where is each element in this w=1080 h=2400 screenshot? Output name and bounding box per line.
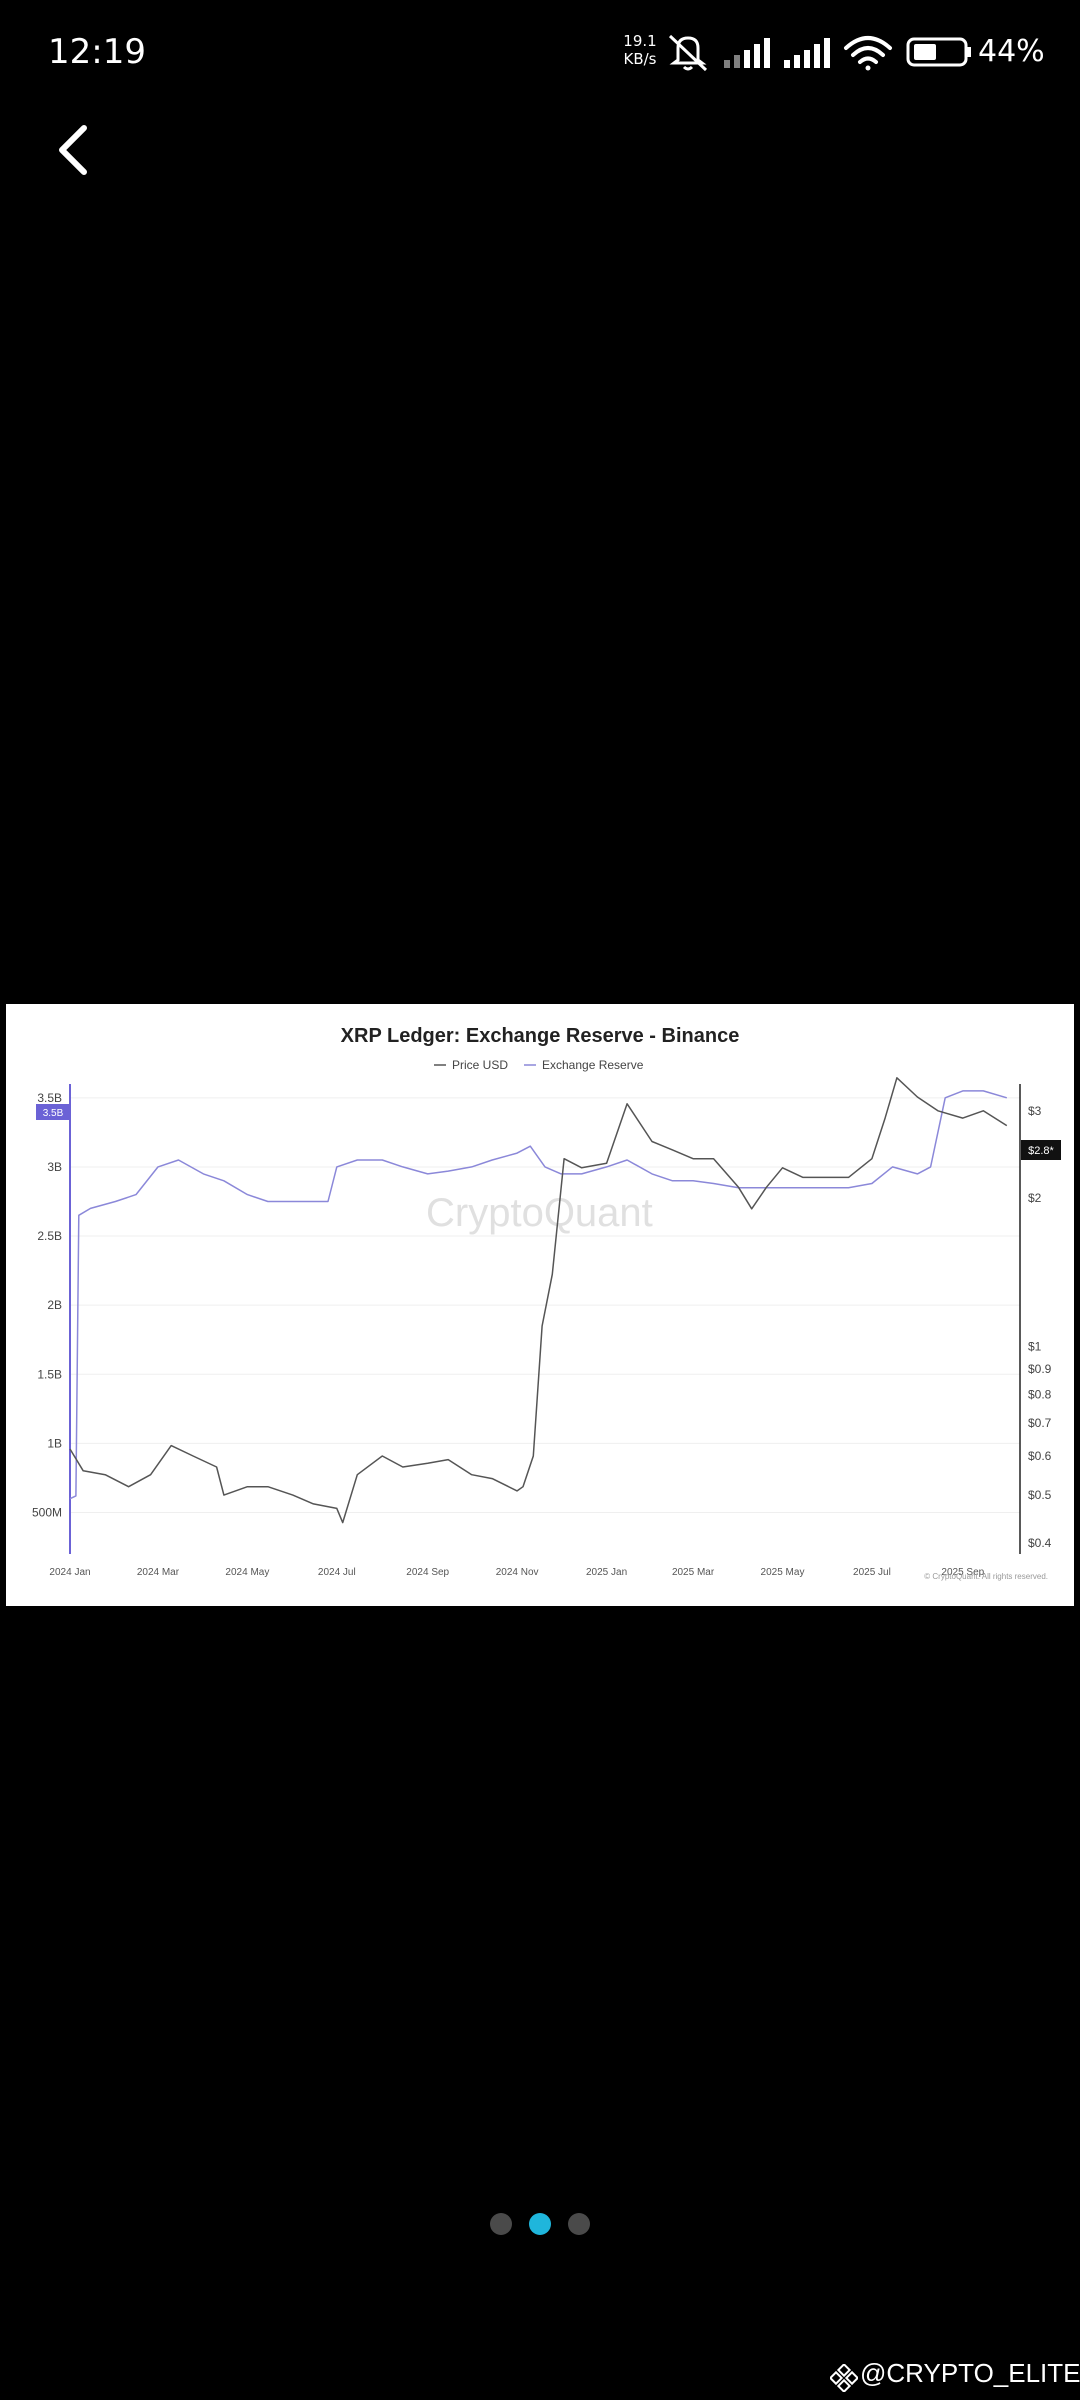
price-tag: $2.8*: [1021, 1140, 1061, 1160]
price-tag-box: [1021, 1140, 1061, 1160]
chart-watermark: CryptoQuant: [426, 1191, 653, 1235]
x-tick-label: 2024 Mar: [137, 1567, 180, 1578]
binance-logo-icon: [830, 2364, 858, 2392]
right-tick-label: $0.4: [1028, 1536, 1052, 1550]
x-tick-label: 2024 Nov: [496, 1567, 539, 1578]
price-tag-label: $2.8*: [1028, 1145, 1054, 1157]
signal-sim2-icon: [784, 38, 830, 68]
left-tick-label: 2B: [47, 1298, 62, 1312]
x-tick-label: 2025 May: [761, 1567, 805, 1578]
x-tick-label: 2025 Jan: [586, 1567, 627, 1578]
left-tick-label: 500M: [32, 1506, 62, 1520]
left-axis-highlight: 3.5B: [36, 1104, 70, 1120]
watermark-handle: @CRYPTO_ELITES: [860, 2358, 1080, 2388]
page-dot[interactable]: [490, 2213, 512, 2235]
chart-title: XRP Ledger: Exchange Reserve - Binance: [341, 1025, 740, 1047]
right-tick-label: $1: [1028, 1339, 1042, 1353]
chart-svg: XRP Ledger: Exchange Reserve - Binance P…: [32, 1025, 1061, 1581]
page-indicator: [480, 2210, 600, 2240]
chart-series: [69, 1077, 1008, 1524]
left-tick-label: 3B: [47, 1160, 62, 1174]
left-tick-label: 2.5B: [37, 1229, 62, 1243]
signal-sim1-icon: [724, 38, 770, 68]
chart-copyright: © CryptoQuant. All rights reserved.: [924, 1572, 1048, 1581]
left-axis: 500M 1B 1.5B 2B 2.5B 3B 3.5B: [32, 1091, 62, 1520]
network-speed-value: 19.1: [623, 32, 657, 50]
right-axis: $0.4 $0.5 $0.6 $0.7 $0.8 $0.9 $1 $2 $3: [1028, 1104, 1052, 1550]
x-tick-label: 2024 Sep: [406, 1567, 449, 1578]
right-tick-label: $2: [1028, 1191, 1042, 1205]
network-speed: 19.1 KB/s: [622, 32, 658, 68]
legend-price: Price USD: [452, 1058, 508, 1072]
right-tick-label: $0.9: [1028, 1362, 1052, 1376]
wifi-icon: [844, 36, 892, 71]
legend-reserve: Exchange Reserve: [542, 1058, 644, 1072]
x-tick-label: 2025 Jul: [853, 1567, 891, 1578]
price-usd-line: [69, 1077, 1008, 1524]
network-speed-unit: KB/s: [623, 50, 657, 68]
x-tick-label: 2025 Mar: [672, 1567, 715, 1578]
status-time: 12:19: [48, 32, 146, 72]
left-axis-highlight-box: [36, 1104, 70, 1120]
left-axis-highlight-label: 3.5B: [43, 1108, 64, 1119]
battery-icon: [906, 37, 971, 67]
x-axis: 2024 Jan 2024 Mar 2024 May 2024 Jul 2024 Sep…: [49, 1567, 984, 1578]
battery-percent: 44%: [978, 34, 1045, 69]
right-tick-label: $0.7: [1028, 1416, 1052, 1430]
x-tick-label: 2024 Jul: [318, 1567, 356, 1578]
right-tick-label: $0.8: [1028, 1387, 1052, 1401]
right-tick-label: $0.5: [1028, 1488, 1052, 1502]
exchange-reserve-line: [69, 1090, 1008, 1500]
status-icons: [668, 34, 971, 72]
x-tick-label: 2025 Sep: [941, 1567, 984, 1578]
x-tick-label: 2024 May: [225, 1567, 269, 1578]
back-button[interactable]: [44, 108, 114, 188]
chart-image[interactable]: XRP Ledger: Exchange Reserve - Binance P…: [6, 1004, 1074, 1606]
x-tick-label: 2024 Jan: [49, 1567, 90, 1578]
chevron-left-icon: [59, 125, 87, 175]
left-tick-label: 1B: [47, 1436, 62, 1450]
right-tick-label: $0.6: [1028, 1449, 1052, 1463]
muted-bell-icon: [668, 34, 708, 72]
left-tick-label: 1.5B: [37, 1367, 62, 1381]
chart-legend: Price USD Exchange Reserve: [434, 1058, 644, 1072]
left-tick-label: 3.5B: [37, 1091, 62, 1105]
status-bar: 12:19 19.1 KB/s: [0, 0, 1080, 110]
page-dot[interactable]: [568, 2213, 590, 2235]
right-tick-label: $3: [1028, 1104, 1042, 1118]
page-dot-active[interactable]: [529, 2213, 551, 2235]
chart-gridlines: [70, 1097, 1020, 1514]
